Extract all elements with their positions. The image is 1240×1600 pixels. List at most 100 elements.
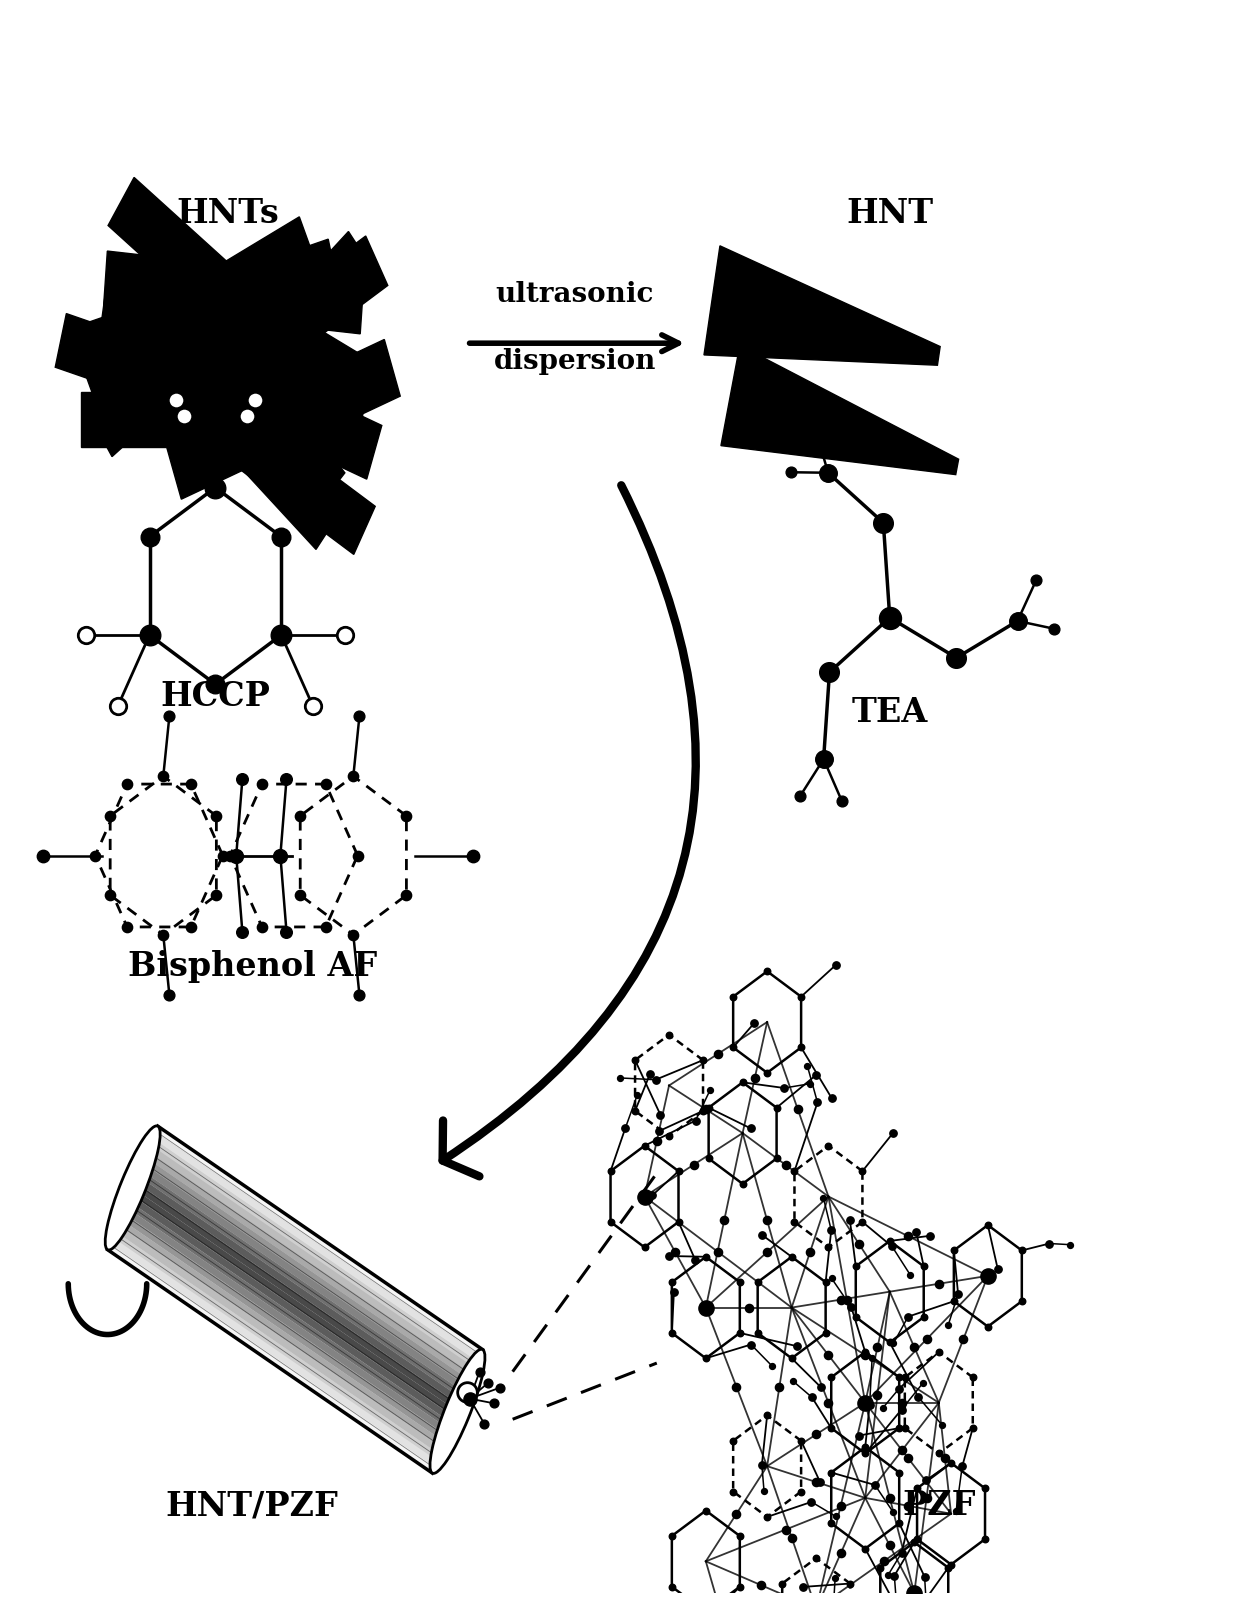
Polygon shape [148,259,345,515]
Polygon shape [133,1182,460,1411]
Point [696,1498,715,1523]
Point [640,1061,660,1086]
Point [343,763,363,789]
Point [272,523,291,549]
Point [770,1374,790,1400]
Point [906,1219,926,1245]
Point [831,1493,851,1518]
Point [821,1416,841,1442]
Text: HNT/PZF: HNT/PZF [166,1490,339,1522]
Point [766,1094,786,1120]
Point [880,1330,900,1355]
Point [787,1096,807,1122]
Point [397,803,417,829]
Polygon shape [720,346,959,475]
Point [773,1571,792,1597]
Point [839,1206,859,1232]
Point [160,702,180,728]
Point [733,1069,753,1094]
Point [635,1184,655,1210]
Point [270,843,290,869]
Point [898,1304,918,1330]
Point [846,1304,866,1330]
Point [277,918,296,944]
Point [290,803,310,829]
Polygon shape [87,254,283,456]
Point [397,882,417,907]
Point [723,1427,743,1453]
FancyArrowPatch shape [443,485,696,1176]
Polygon shape [145,1150,472,1381]
Point [870,1555,890,1581]
Point [343,922,363,947]
Polygon shape [123,1206,450,1435]
Point [883,1499,903,1525]
Point [781,1525,801,1550]
Point [791,1478,811,1504]
Point [460,1386,480,1411]
Point [818,1342,838,1368]
Point [662,1523,682,1549]
Point [723,984,743,1010]
Point [889,1376,909,1402]
Point [723,1035,743,1061]
Point [1012,1288,1032,1314]
Polygon shape [97,296,371,416]
Point [880,1533,900,1558]
Point [166,387,186,413]
Point [794,1574,813,1600]
Point [277,766,296,792]
Point [625,1048,645,1074]
Point [939,1555,959,1581]
Point [751,1453,771,1478]
Point [758,1504,777,1530]
Polygon shape [113,1230,440,1461]
Point [882,1234,901,1259]
Point [818,1133,838,1158]
Point [642,1182,662,1208]
Polygon shape [153,1133,480,1362]
Point [316,771,336,797]
Point [904,1530,924,1555]
Point [174,403,193,429]
Point [904,1334,924,1360]
Polygon shape [98,362,346,445]
Point [954,1326,973,1352]
Point [883,1331,903,1357]
Point [856,1342,875,1368]
Point [470,1358,490,1384]
Point [786,1333,806,1358]
Point [660,1243,680,1269]
Polygon shape [118,1219,445,1448]
Point [941,1450,961,1475]
Point [887,1595,906,1600]
Point [232,918,252,944]
Point [693,1098,713,1123]
Point [873,510,893,536]
Point [816,1320,836,1346]
Text: dispersion: dispersion [494,347,656,374]
Point [856,1390,875,1416]
Point [1012,1238,1032,1264]
Point [842,1294,862,1320]
Point [874,1549,894,1574]
Polygon shape [56,314,339,462]
Point [889,1365,909,1390]
Point [884,1563,904,1589]
Point [662,1320,682,1346]
Point [821,1510,841,1536]
Point [753,1222,773,1248]
Point [929,1339,949,1365]
Point [232,766,252,792]
Point [766,1146,786,1171]
Point [878,1562,898,1587]
Polygon shape [108,178,335,408]
Point [791,1427,811,1453]
Point [775,1517,795,1542]
Point [635,1133,655,1158]
Point [900,1262,920,1288]
Polygon shape [108,1243,435,1474]
Point [252,914,272,939]
Point [889,1510,909,1536]
Point [154,922,174,947]
